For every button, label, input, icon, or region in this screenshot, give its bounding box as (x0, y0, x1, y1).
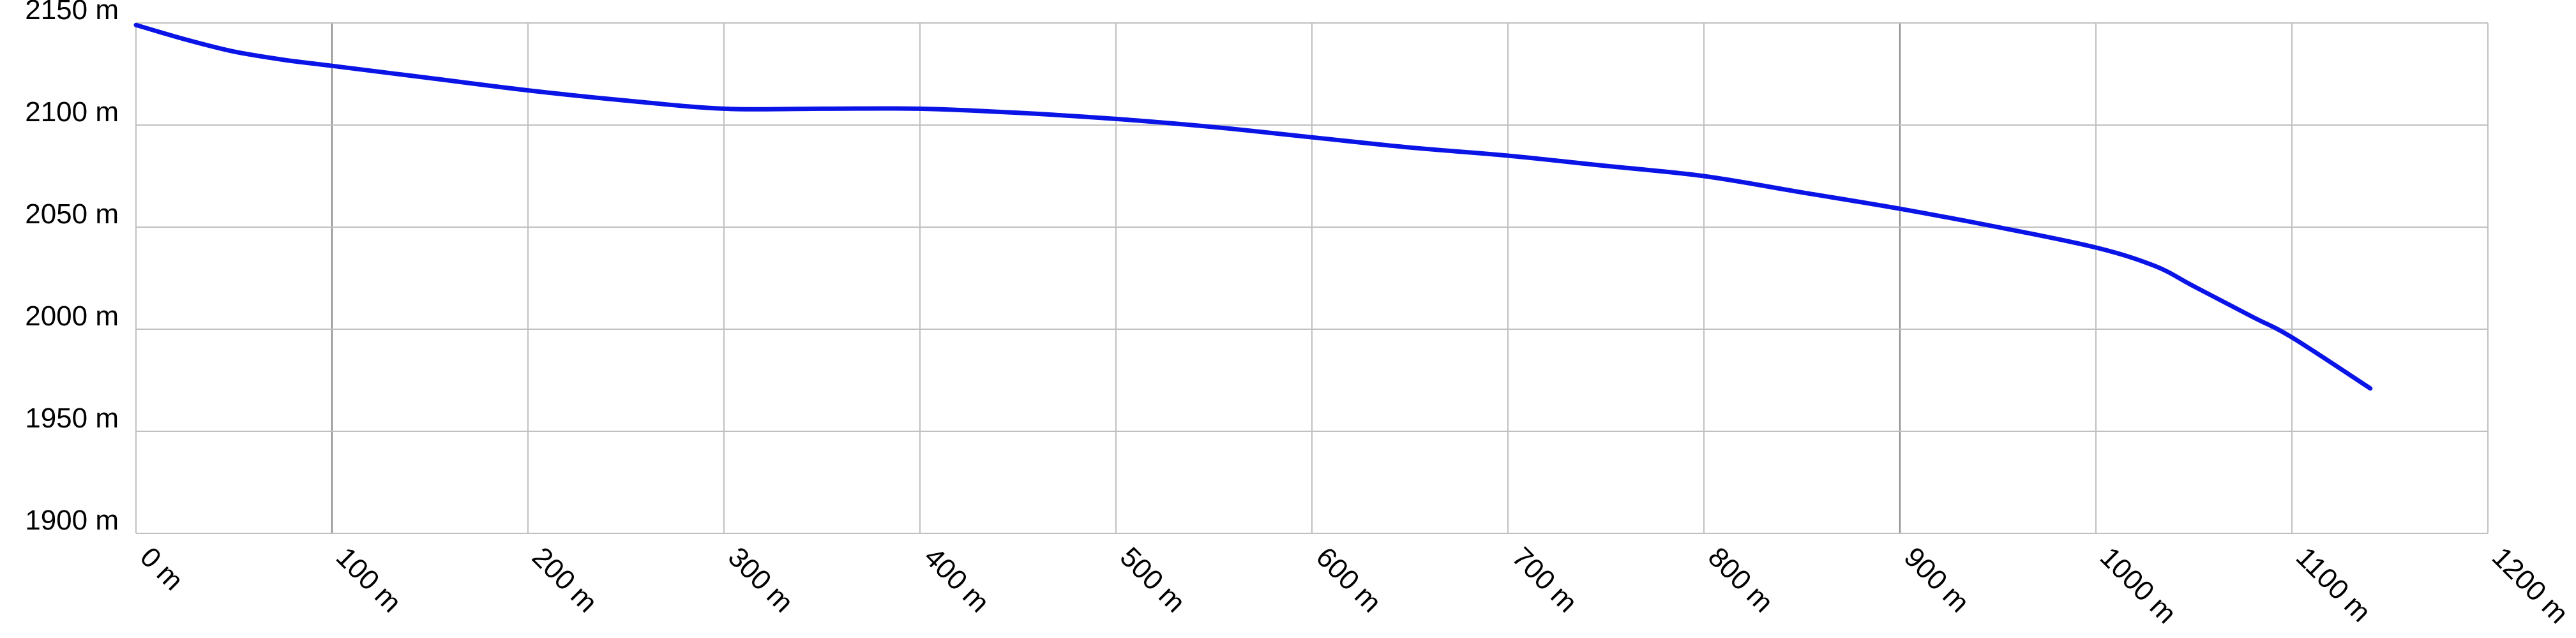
horizontal-gridlines (136, 22, 2488, 534)
y-tick-label: 1950 m (25, 403, 119, 434)
y-tick-label: 2050 m (25, 198, 119, 230)
vertical-gridlines (135, 23, 2489, 533)
y-tick-label: 2100 m (25, 96, 119, 128)
y-tick-label: 1900 m (25, 505, 119, 536)
y-axis-tick-labels: 1900 m 1950 m 2000 m 2050 m 2100 m 2150 m (25, 0, 119, 536)
y-tick-label: 2150 m (25, 0, 119, 26)
series-group (133, 22, 2373, 391)
elevation-line (133, 22, 2373, 391)
y-tick-label: 2000 m (25, 300, 119, 332)
